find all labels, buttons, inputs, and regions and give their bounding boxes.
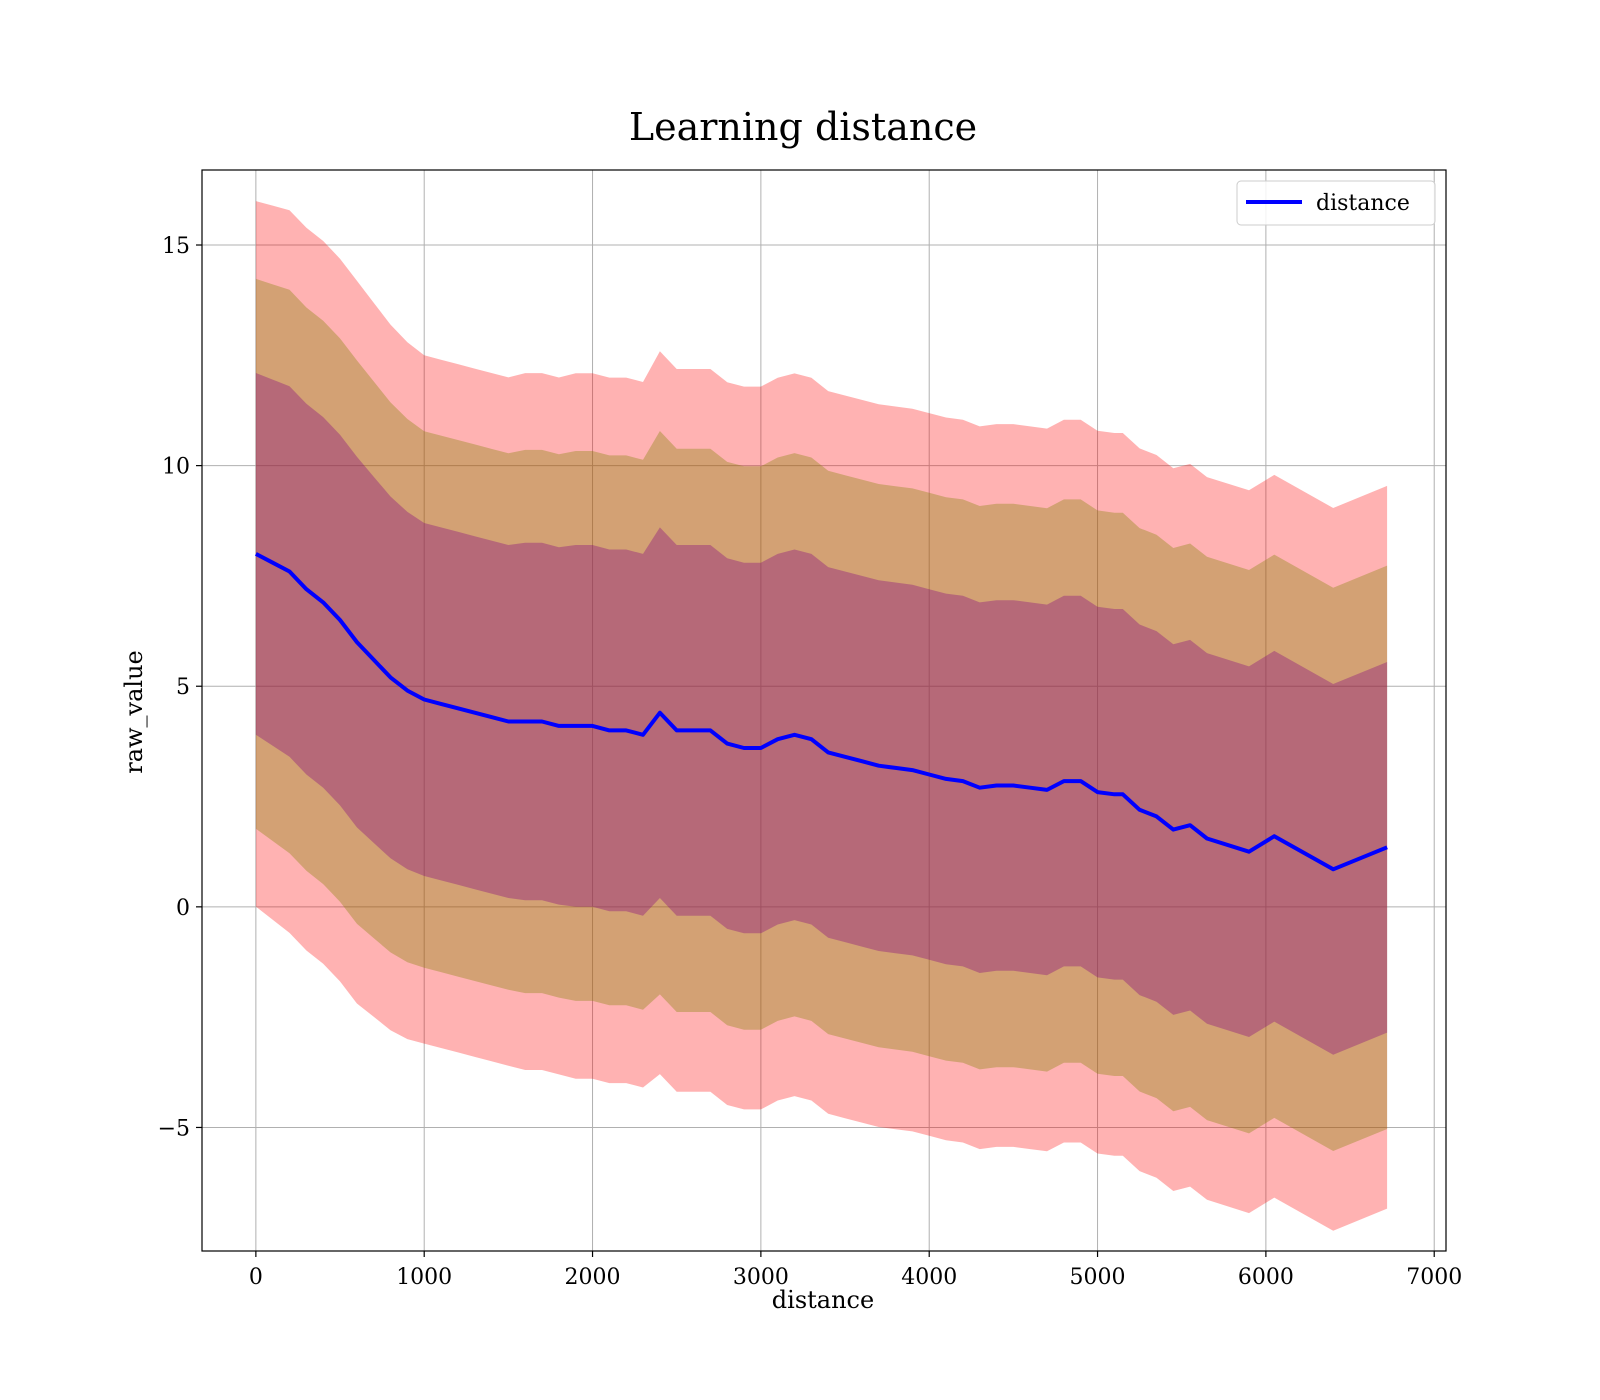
grid-lines [202, 170, 1446, 1251]
x-tick-label: 5000 [1070, 1265, 1126, 1290]
series-line-distance [254, 552, 1388, 872]
std-bands [255, 201, 1388, 1231]
x-tick-label: 2000 [565, 1265, 621, 1290]
plot-frame [201, 169, 1447, 1252]
std-band-1 [255, 373, 1388, 1055]
y-axis-label: raw_value [120, 650, 148, 774]
y-tick-label: −5 [158, 1116, 190, 1141]
legend: distance [1236, 180, 1436, 226]
std-band-2 [255, 278, 1388, 1151]
x-axis-label: distance [772, 1286, 874, 1314]
x-tick-label: 7000 [1406, 1265, 1462, 1290]
x-tick-label: 0 [249, 1265, 263, 1290]
std-band-3 [255, 201, 1388, 1231]
series-lines [254, 552, 1388, 872]
x-tick-label: 1000 [396, 1265, 452, 1290]
x-tick-label: 3000 [733, 1265, 789, 1290]
x-axis-ticks: 0 1000 2000 3000 4000 5000 6000 7000 [249, 1251, 1462, 1290]
legend-box [1236, 180, 1436, 226]
x-tick-label: 4000 [901, 1265, 957, 1290]
legend-label: distance [1316, 191, 1410, 216]
chart-title: Learning distance [629, 105, 977, 149]
y-tick-label: 15 [162, 234, 190, 259]
y-tick-label: 0 [176, 896, 190, 921]
y-tick-label: 10 [162, 455, 190, 480]
y-tick-label: 5 [176, 675, 190, 700]
x-tick-label: 6000 [1238, 1265, 1294, 1290]
y-axis-ticks: −5 0 5 10 15 [158, 234, 202, 1141]
